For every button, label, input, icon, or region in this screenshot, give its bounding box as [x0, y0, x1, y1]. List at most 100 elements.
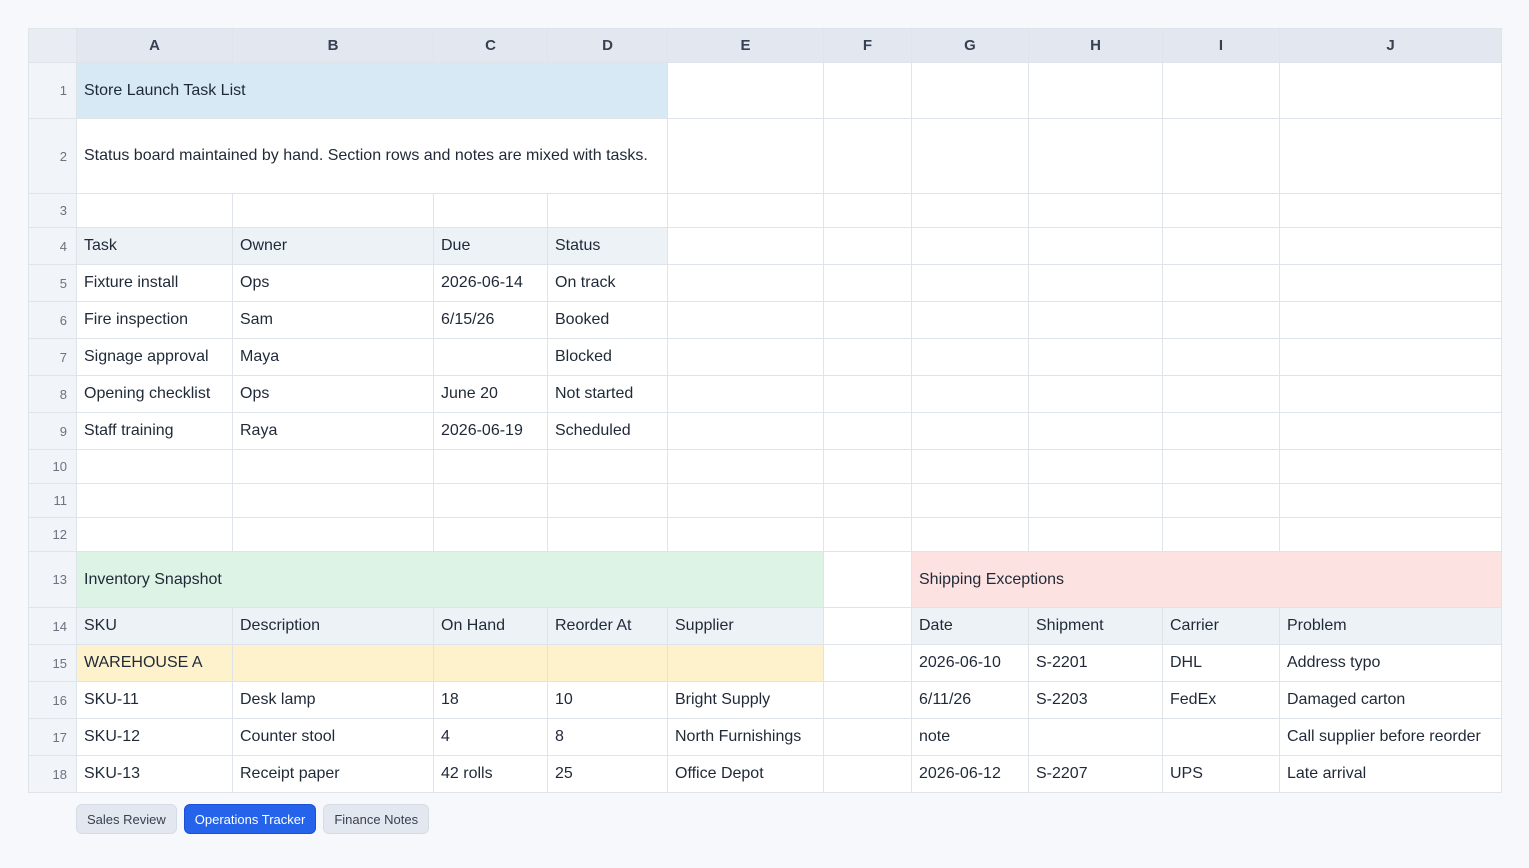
cell[interactable] [433, 517, 548, 552]
on-hand-cell[interactable]: 4 [433, 718, 548, 756]
cell[interactable] [1279, 517, 1502, 552]
status-cell[interactable]: Scheduled [547, 412, 668, 450]
warehouse-section-cell[interactable]: WAREHOUSE A [76, 644, 233, 682]
row-header[interactable]: 1 [28, 62, 77, 119]
cell[interactable] [1162, 62, 1280, 119]
row-header[interactable]: 9 [28, 412, 77, 450]
supplier-cell[interactable]: North Furnishings [667, 718, 824, 756]
cell[interactable] [76, 193, 233, 228]
row-header[interactable]: 8 [28, 375, 77, 413]
row-header[interactable]: 11 [28, 483, 77, 518]
row-header[interactable]: 4 [28, 227, 77, 265]
cell[interactable] [547, 517, 668, 552]
cell[interactable] [823, 681, 912, 719]
owner-cell[interactable]: Ops [232, 264, 434, 302]
cell[interactable] [1028, 227, 1163, 265]
cell[interactable] [667, 118, 824, 194]
cell[interactable] [911, 118, 1029, 194]
row-header[interactable]: 7 [28, 338, 77, 376]
carrier-cell[interactable]: DHL [1162, 644, 1280, 682]
on-hand-header-cell[interactable]: On Hand [433, 607, 548, 645]
supplier-cell[interactable]: Bright Supply [667, 681, 824, 719]
column-header-d[interactable]: D [547, 28, 668, 63]
cell[interactable] [667, 375, 824, 413]
column-header-h[interactable]: H [1028, 28, 1163, 63]
row-header[interactable]: 14 [28, 607, 77, 645]
supplier-header-cell[interactable]: Supplier [667, 607, 824, 645]
status-cell[interactable]: Blocked [547, 338, 668, 376]
status-header-cell[interactable]: Status [547, 227, 668, 265]
cell[interactable] [1162, 227, 1280, 265]
cell[interactable] [823, 644, 912, 682]
cell[interactable] [76, 449, 233, 484]
cell[interactable] [232, 193, 434, 228]
shipment-cell[interactable] [1028, 718, 1163, 756]
cell[interactable] [1028, 483, 1163, 518]
cell[interactable] [1279, 227, 1502, 265]
shipment-header-cell[interactable]: Shipment [1028, 607, 1163, 645]
cell[interactable] [1162, 301, 1280, 339]
cell[interactable] [823, 551, 912, 608]
cell[interactable] [232, 449, 434, 484]
cell[interactable] [823, 607, 912, 645]
reorder-at-cell[interactable]: 10 [547, 681, 668, 719]
cell[interactable] [547, 483, 668, 518]
due-cell[interactable]: 2026-06-14 [433, 264, 548, 302]
cell[interactable] [1279, 338, 1502, 376]
cell[interactable] [823, 301, 912, 339]
cell[interactable] [433, 193, 548, 228]
task-list-note-cell[interactable]: Status board maintained by hand. Section… [76, 118, 668, 194]
cell[interactable] [1028, 338, 1163, 376]
problem-header-cell[interactable]: Problem [1279, 607, 1502, 645]
description-cell[interactable]: Desk lamp [232, 681, 434, 719]
cell[interactable] [911, 193, 1029, 228]
problem-cell[interactable]: Address typo [1279, 644, 1502, 682]
status-cell[interactable]: Not started [547, 375, 668, 413]
cell[interactable] [823, 264, 912, 302]
due-header-cell[interactable]: Due [433, 227, 548, 265]
cell[interactable] [823, 118, 912, 194]
reorder-at-header-cell[interactable]: Reorder At [547, 607, 668, 645]
cell[interactable] [667, 483, 824, 518]
task-cell[interactable]: Fixture install [76, 264, 233, 302]
cell[interactable] [1162, 118, 1280, 194]
row-header[interactable]: 18 [28, 755, 77, 793]
cell[interactable] [1279, 375, 1502, 413]
cell[interactable] [667, 193, 824, 228]
cell[interactable] [911, 483, 1029, 518]
cell[interactable] [1028, 193, 1163, 228]
supplier-cell[interactable]: Office Depot [667, 755, 824, 793]
cell[interactable] [911, 227, 1029, 265]
description-header-cell[interactable]: Description [232, 607, 434, 645]
shipment-cell[interactable]: S-2203 [1028, 681, 1163, 719]
cell[interactable] [1162, 449, 1280, 484]
description-cell[interactable]: Receipt paper [232, 755, 434, 793]
column-header-b[interactable]: B [232, 28, 434, 63]
cell[interactable] [823, 718, 912, 756]
cell[interactable] [667, 412, 824, 450]
cell[interactable] [911, 449, 1029, 484]
cell[interactable] [1162, 483, 1280, 518]
cell[interactable] [1279, 449, 1502, 484]
cell[interactable] [911, 301, 1029, 339]
task-cell[interactable]: Opening checklist [76, 375, 233, 413]
cell[interactable] [433, 644, 548, 682]
tab-finance-notes[interactable]: Finance Notes [323, 804, 430, 834]
status-cell[interactable]: Booked [547, 301, 668, 339]
cell[interactable] [1028, 264, 1163, 302]
due-cell[interactable] [433, 338, 548, 376]
tab-operations-tracker[interactable]: Operations Tracker [183, 804, 317, 834]
cell[interactable] [667, 449, 824, 484]
cell[interactable] [667, 338, 824, 376]
owner-header-cell[interactable]: Owner [232, 227, 434, 265]
task-list-title-cell[interactable]: Store Launch Task List [76, 62, 668, 119]
cell[interactable] [1162, 338, 1280, 376]
cell[interactable] [823, 755, 912, 793]
on-hand-cell[interactable]: 42 rolls [433, 755, 548, 793]
shipment-cell[interactable]: S-2207 [1028, 755, 1163, 793]
owner-cell[interactable]: Sam [232, 301, 434, 339]
cell[interactable] [823, 193, 912, 228]
cell[interactable] [547, 449, 668, 484]
problem-cell[interactable]: Late arrival [1279, 755, 1502, 793]
on-hand-cell[interactable]: 18 [433, 681, 548, 719]
